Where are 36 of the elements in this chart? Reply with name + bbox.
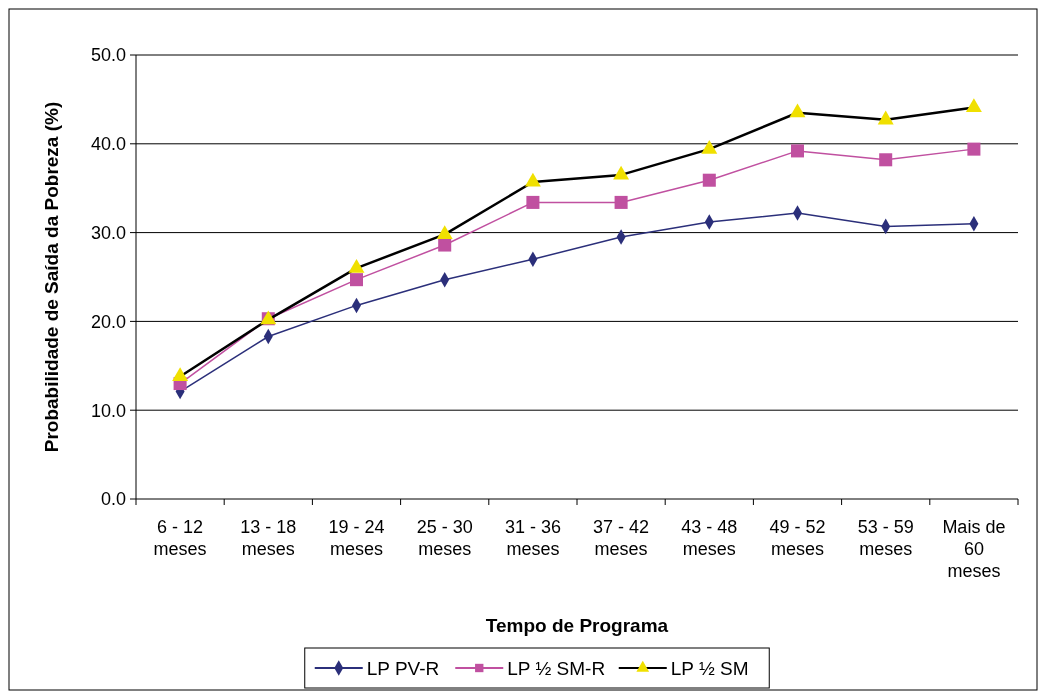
point <box>613 165 630 180</box>
point <box>349 273 364 287</box>
point <box>789 103 806 118</box>
x-tick-label: 25 - 30 meses <box>416 517 473 559</box>
y-tick-label: 30.0 <box>90 222 126 243</box>
y-tick-label: 50.0 <box>90 45 126 66</box>
x-tick-label: 43 - 48 meses <box>681 517 738 559</box>
y-tick-label: 10.0 <box>90 400 126 421</box>
point <box>701 139 718 154</box>
point <box>438 238 452 252</box>
y-tick-label: 40.0 <box>90 134 126 155</box>
point <box>877 110 894 125</box>
x-tick-label: Mais de 60 meses <box>942 517 1006 581</box>
point <box>879 153 893 167</box>
y-tick-label: 0.0 <box>100 489 126 510</box>
legend-label: LP PV-R <box>366 657 440 679</box>
point <box>702 173 716 187</box>
x-axis-title: Tempo de Programa <box>485 615 669 636</box>
x-tick-label: 13 - 18 meses <box>240 517 297 559</box>
point <box>436 225 453 239</box>
point <box>614 195 628 209</box>
x-tick-label: 6 - 12 meses <box>153 517 207 559</box>
x-tick-label: 31 - 36 meses <box>504 517 561 559</box>
point <box>526 195 540 209</box>
point <box>965 98 982 112</box>
point <box>790 144 805 158</box>
y-tick-label: 20.0 <box>90 311 126 332</box>
point <box>967 142 981 156</box>
point <box>524 172 541 187</box>
y-axis-title: Probabilidade de Saída da Pobreza (%) <box>41 101 62 453</box>
x-tick-label: 19 - 24 meses <box>328 517 385 559</box>
x-tick-label: 49 - 52 meses <box>769 517 826 559</box>
x-tick-label: 53 - 59 meses <box>857 517 914 559</box>
legend-label: LP ½ SM <box>670 657 749 679</box>
x-tick-label: 37 - 42 meses <box>593 517 650 559</box>
legend-label: LP ½ SM-R <box>507 657 606 679</box>
